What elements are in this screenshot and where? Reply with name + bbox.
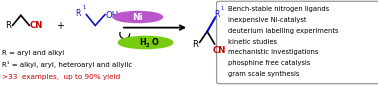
FancyBboxPatch shape [217,1,378,84]
Text: 1: 1 [221,6,224,11]
Text: OH: OH [105,11,118,20]
Text: inexpensive Ni-catalyst: inexpensive Ni-catalyst [228,17,306,23]
Text: phosphine free catalysis: phosphine free catalysis [228,60,310,66]
Text: R = aryl and alkyl: R = aryl and alkyl [2,50,64,56]
Circle shape [118,36,173,49]
Text: Bench-stable nitrogen ligands: Bench-stable nitrogen ligands [228,6,329,12]
Text: 2: 2 [146,43,149,48]
Text: +: + [56,20,65,31]
Text: CN: CN [29,21,43,30]
Text: R: R [215,10,220,19]
Text: mechanistic investigations: mechanistic investigations [228,49,318,56]
Text: gram scale synthesis: gram scale synthesis [228,71,299,77]
Text: Ni: Ni [133,12,143,22]
Text: 1: 1 [82,5,85,10]
Text: CN: CN [212,46,226,55]
Text: R: R [192,40,198,49]
Text: H: H [139,38,146,47]
Text: >33  examples,  up to 90% yield: >33 examples, up to 90% yield [2,74,120,80]
Text: deuterium labelling experiments: deuterium labelling experiments [228,28,338,34]
Text: kinetic studies: kinetic studies [228,39,277,45]
Text: O: O [152,38,158,47]
Circle shape [113,11,163,23]
Text: R¹ = alkyl, aryl, heteroaryl and allylic: R¹ = alkyl, aryl, heteroaryl and allylic [2,61,132,68]
Text: R: R [76,9,81,18]
Text: R: R [5,21,11,30]
